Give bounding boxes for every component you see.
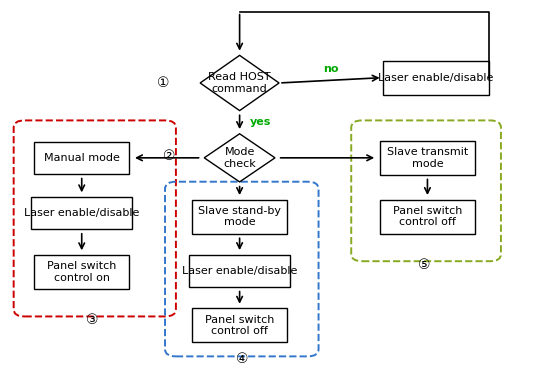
FancyBboxPatch shape [192, 308, 287, 342]
Text: Laser enable/disable: Laser enable/disable [378, 73, 493, 83]
FancyBboxPatch shape [192, 200, 287, 234]
Text: Panel switch
control off: Panel switch control off [393, 206, 462, 227]
FancyBboxPatch shape [380, 200, 475, 234]
FancyBboxPatch shape [34, 255, 129, 289]
FancyBboxPatch shape [380, 141, 475, 175]
Text: ④: ④ [236, 352, 249, 366]
Text: Slave stand-by
mode: Slave stand-by mode [198, 206, 281, 227]
Polygon shape [200, 55, 279, 111]
Text: Read HOST
command: Read HOST command [208, 72, 271, 94]
FancyBboxPatch shape [189, 255, 290, 287]
Text: no: no [323, 64, 339, 74]
Text: Laser enable/disable: Laser enable/disable [182, 266, 298, 276]
Text: yes: yes [249, 117, 271, 127]
Text: Laser enable/disable: Laser enable/disable [24, 208, 139, 218]
Text: ⑤: ⑤ [419, 258, 431, 272]
FancyBboxPatch shape [31, 197, 132, 229]
Text: ②: ② [163, 149, 175, 163]
Text: Panel switch
control on: Panel switch control on [47, 261, 117, 283]
Text: ①: ① [157, 76, 169, 90]
Text: Panel switch
control off: Panel switch control off [205, 314, 274, 336]
Text: Slave transmit
mode: Slave transmit mode [387, 147, 468, 169]
Text: Manual mode: Manual mode [44, 153, 120, 163]
Text: ③: ③ [86, 313, 99, 327]
Text: Mode
check: Mode check [223, 147, 256, 169]
FancyBboxPatch shape [34, 142, 129, 174]
FancyBboxPatch shape [383, 61, 489, 94]
Polygon shape [204, 134, 275, 182]
